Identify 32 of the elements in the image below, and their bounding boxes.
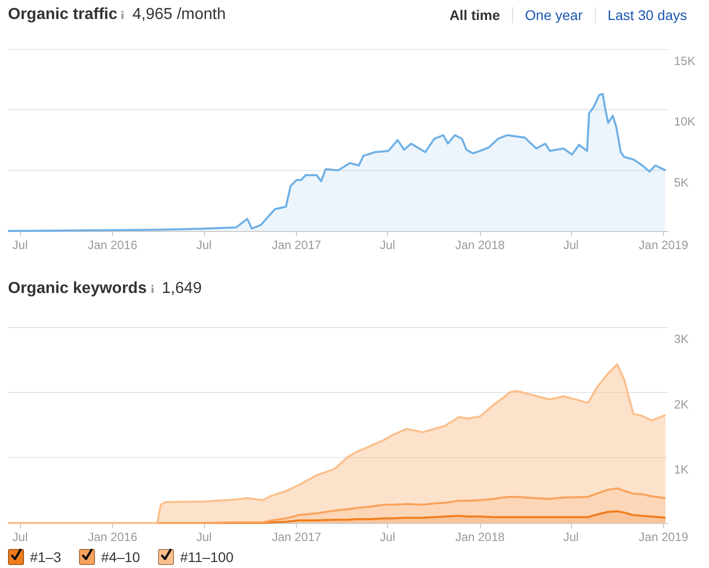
y-tick-label: 10K bbox=[674, 114, 696, 129]
x-tick-label: Jul bbox=[196, 530, 212, 544]
x-tick-label: Jan 2016 bbox=[88, 238, 138, 252]
chart-title: Organic keywords bbox=[8, 280, 147, 298]
x-tick-label: Jan 2017 bbox=[272, 238, 322, 252]
chart-subtitle: 1,649 bbox=[162, 280, 202, 298]
x-tick-label: Jul bbox=[563, 238, 579, 252]
x-tick-label: Jul bbox=[563, 530, 579, 544]
y-tick-label: 2K bbox=[674, 397, 689, 412]
text: All time bbox=[448, 7, 502, 23]
x-tick-label: Jul bbox=[380, 238, 396, 252]
legend-label: #11–100 bbox=[180, 549, 234, 565]
legend-label: #1–3 bbox=[30, 549, 62, 565]
legend-label: #4–10 bbox=[101, 549, 140, 565]
text: Last 30 days bbox=[594, 7, 699, 23]
chart-title: Organic traffic bbox=[8, 6, 118, 24]
chart-subtitle: 4,965 /month bbox=[132, 6, 226, 24]
x-tick-label: Jan 2019 bbox=[638, 530, 688, 544]
x-tick-label: Jan 2016 bbox=[88, 530, 138, 544]
y-tick-label: 15K bbox=[674, 54, 696, 68]
text: One year bbox=[512, 7, 595, 23]
y-tick-label: 3K bbox=[674, 332, 689, 346]
x-tick-label: Jan 2017 bbox=[272, 530, 322, 544]
y-tick-label: 5K bbox=[674, 175, 689, 190]
x-tick-label: Jul bbox=[380, 530, 396, 544]
x-tick-label: Jan 2019 bbox=[638, 238, 688, 252]
x-tick-label: Jan 2018 bbox=[455, 530, 506, 544]
x-tick-label: Jan 2018 bbox=[455, 238, 506, 252]
y-tick-label: 1K bbox=[674, 462, 689, 477]
x-tick-label: Jul bbox=[12, 530, 28, 544]
x-tick-label: Jul bbox=[196, 238, 212, 252]
x-tick-label: Jul bbox=[12, 238, 28, 252]
